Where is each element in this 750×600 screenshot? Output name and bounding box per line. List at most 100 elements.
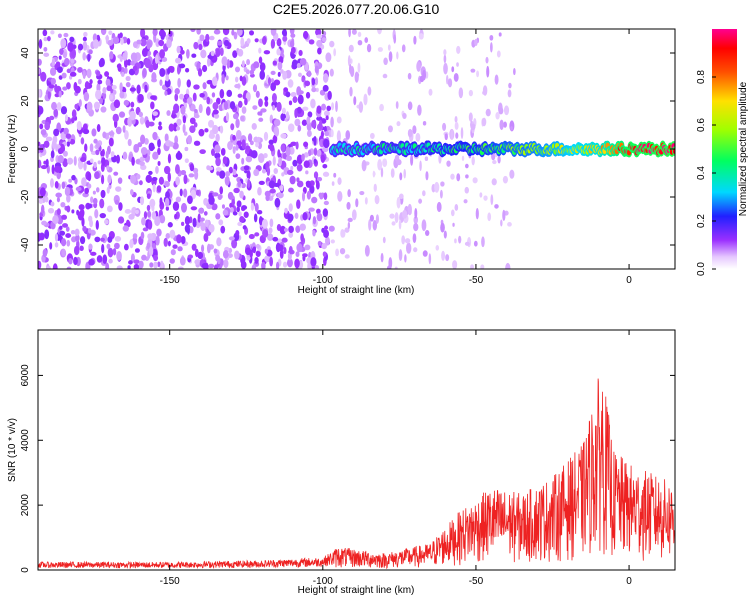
- spectrogram-noise-blob: [122, 125, 126, 133]
- spectrogram-noise-blob: [294, 118, 301, 127]
- spectrogram-noise-blob: [275, 261, 280, 269]
- spectrogram-noise-blob: [207, 166, 214, 171]
- spectrogram-noise-blob: [116, 265, 123, 269]
- spectrogram-noise-blob: [302, 106, 309, 111]
- spectrogram-noise-blob: [257, 153, 265, 164]
- spectrogram-noise-blob: [119, 82, 123, 92]
- spectrogram-noise-blob: [454, 238, 457, 244]
- spectrogram-noise-blob: [198, 43, 203, 51]
- spectrogram-noise-blob: [66, 82, 71, 90]
- colorbar-gradient: [712, 29, 737, 269]
- spectrogram-noise-blob: [151, 71, 157, 82]
- spectrogram-noise-blob: [314, 65, 319, 74]
- spectrogram-noise-blob: [89, 219, 94, 228]
- spectrogram-noise-blob: [38, 68, 41, 75]
- spectrogram-noise-blob: [86, 101, 93, 112]
- spectrogram-noise-blob: [276, 38, 282, 47]
- spectrogram-noise-blob: [249, 73, 255, 78]
- spectrogram-noise-blob: [277, 61, 283, 71]
- spectrogram-noise-blob: [129, 238, 134, 249]
- spectrogram-noise-blob: [99, 198, 105, 209]
- snr-plot-area: [38, 330, 675, 570]
- spectrogram-noise-blob: [468, 112, 473, 122]
- spectrogram-noise-blob: [218, 219, 224, 226]
- spectrogram-noise-blob: [49, 115, 55, 121]
- spectrogram-noise-blob: [241, 205, 248, 211]
- spectrogram-noise-blob: [307, 70, 312, 78]
- spectrogram-noise-blob: [43, 140, 50, 148]
- spectrogram-noise-blob: [221, 204, 225, 209]
- spectrogram-noise-blob: [105, 150, 109, 159]
- spectrogram-noise-blob: [42, 29, 48, 37]
- spectrogram-noise-blob: [335, 100, 338, 112]
- spectrogram-noise-blob: [79, 245, 84, 251]
- spectrogram-noise-blob: [66, 68, 72, 74]
- spectrogram-noise-blob: [390, 168, 395, 178]
- spectrogram-noise-blob: [89, 158, 94, 163]
- spectrogram-noise-blob: [174, 135, 179, 145]
- spectrogram-noise-blob: [198, 208, 205, 214]
- spectrogram-noise-blob: [440, 222, 445, 233]
- spectrogram-noise-blob: [269, 144, 275, 152]
- spectrogram-noise-blob: [350, 58, 353, 64]
- spectrogram-noise-blob: [43, 36, 48, 42]
- spectrogram-noise-blob: [280, 133, 287, 139]
- spectrogram-noise-blob: [507, 89, 512, 98]
- spectrogram-noise-blob: [164, 133, 169, 142]
- spectrogram-noise-blob: [253, 168, 260, 177]
- spectrogram-noise-blob: [234, 83, 241, 89]
- spectrogram-noise-blob: [502, 175, 509, 184]
- spectrogram-noise-blob: [268, 227, 273, 234]
- spectrogram-noise-blob: [152, 183, 156, 193]
- spectrogram-noise-blob: [199, 92, 205, 98]
- spectrogram-noise-blob: [183, 174, 188, 185]
- snr-x-ticks: -150 -100 -50 0: [160, 330, 632, 587]
- spectrogram-noise-blob: [190, 206, 198, 211]
- spectrogram-noise-blob: [230, 123, 235, 131]
- spectrogram-noise-blob: [113, 99, 121, 109]
- spectrogram-noise-blob: [357, 40, 363, 46]
- spectrogram-noise-blob: [44, 121, 51, 131]
- spectrogram-noise-blob: [222, 250, 229, 259]
- spectrogram-noise-blob: [180, 235, 186, 245]
- spectrogram-noise-blob: [413, 215, 419, 224]
- spectrogram-noise-blob: [422, 69, 427, 81]
- spectrogram-noise-blob: [193, 122, 198, 128]
- spectrogram-noise-blob: [213, 29, 221, 35]
- spectrogram-noise-blob: [210, 50, 215, 57]
- spectrogram-noise-blob: [270, 78, 274, 83]
- spectrogram-noise-blob: [38, 58, 42, 66]
- spectrogram-noise-blob: [465, 174, 469, 179]
- snr-x-tick-label: -100: [313, 576, 333, 587]
- spectrogram-noise-blob: [197, 251, 204, 260]
- spectrogram-noise-blob: [407, 128, 413, 138]
- spectrogram-noise-blob: [130, 52, 138, 62]
- spectrogram-noise-blob: [199, 34, 205, 42]
- spectrogram-x-tick-label: -50: [469, 275, 484, 286]
- spectrogram-noise-blob: [367, 86, 372, 96]
- spectrogram-noise-blob: [435, 245, 440, 251]
- spectrogram-noise-blob: [145, 119, 150, 129]
- colorbar-label: Normalized spectral amplitude: [738, 81, 749, 216]
- spectrogram-noise-blob: [266, 166, 271, 176]
- spectrogram-noise-blob: [174, 213, 178, 220]
- spectrogram-noise-blob: [425, 71, 429, 79]
- spectrogram-noise-blob: [261, 168, 267, 174]
- spectrogram-noise-blob: [122, 225, 129, 232]
- spectrogram-noise-blob: [235, 144, 239, 151]
- spectrogram-noise-blob: [122, 52, 128, 61]
- spectrogram-noise-blob: [257, 187, 262, 196]
- spectrogram-noise-blob: [51, 57, 56, 67]
- spectrogram-noise-blob: [272, 134, 278, 144]
- spectrogram-noise-blob: [42, 248, 48, 258]
- spectrogram-noise-blob: [61, 214, 68, 220]
- spectrogram-noise-blob: [281, 107, 286, 114]
- spectrogram-noise-blob: [70, 58, 75, 64]
- spectrogram-noise-blob: [146, 193, 151, 199]
- spectrogram-noise-blob: [163, 237, 168, 247]
- spectrogram-noise-blob: [502, 209, 506, 222]
- spectrogram-noise-blob: [284, 207, 288, 214]
- spectrogram-noise-blob: [74, 103, 79, 110]
- spectrogram-noise-blob: [134, 209, 139, 214]
